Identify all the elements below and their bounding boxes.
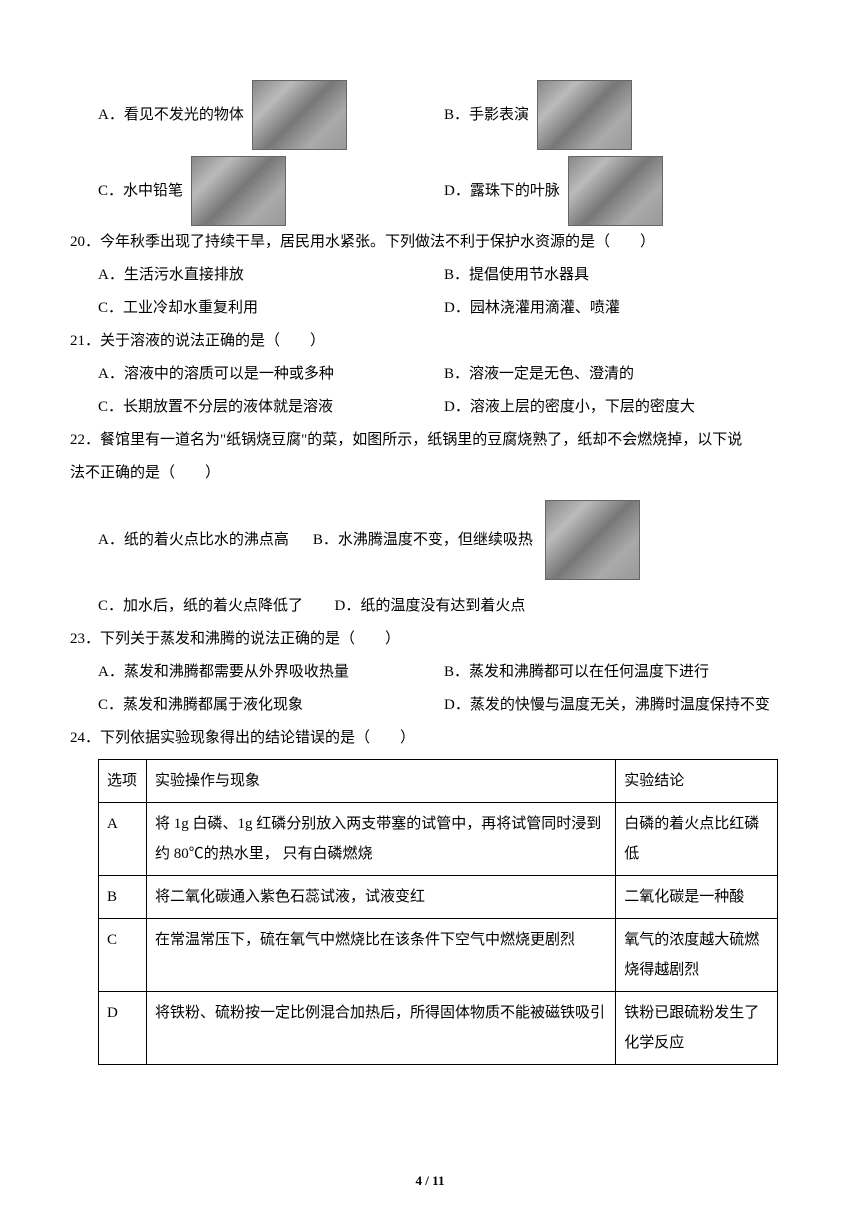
table-row: B 将二氧化碳通入紫色石蕊试液，试液变红 二氧化碳是一种酸 [99, 876, 778, 919]
q21-stem: 21．关于溶液的说法正确的是（ ） [70, 325, 790, 358]
q22-opt-a: A．纸的着火点比水的沸点高 [98, 524, 289, 557]
q20-opt-b: B．提倡使用节水器具 [444, 259, 589, 292]
q21-opt-b: B．溶液一定是无色、澄清的 [444, 358, 634, 391]
table-row: A 将 1g 白磷、1g 红磷分别放入两支带塞的试管中，再将试管同时浸到约 80… [99, 803, 778, 876]
q22-opt-b: B．水沸腾温度不变，但继续吸热 [313, 524, 533, 557]
table-header-row: 选项 实验操作与现象 实验结论 [99, 760, 778, 803]
q20-opt-c: C．工业冷却水重复利用 [98, 292, 258, 325]
q19-image-c [191, 156, 286, 226]
q23-stem: 23．下列关于蒸发和沸腾的说法正确的是（ ） [70, 623, 790, 656]
cell-opt: C [99, 919, 147, 992]
cell-phen: 在常温常压下，硫在氧气中燃烧比在该条件下空气中燃烧更剧烈 [146, 919, 615, 992]
q19-opt-b: B．手影表演 [444, 99, 529, 132]
q22-stem-1: 22．餐馆里有一道名为"纸锅烧豆腐"的菜，如图所示，纸锅里的豆腐烧熟了，纸却不会… [70, 424, 790, 457]
cell-opt: B [99, 876, 147, 919]
cell-conc: 白磷的着火点比红磷低 [616, 803, 778, 876]
page-number: 4 / 11 [0, 1167, 860, 1196]
q22-image [545, 500, 640, 580]
q19-opt-c: C．水中铅笔 [98, 175, 183, 208]
q22-opt-d: D．纸的温度没有达到着火点 [335, 598, 526, 614]
cell-phen: 将 1g 白磷、1g 红磷分别放入两支带塞的试管中，再将试管同时浸到约 80℃的… [146, 803, 615, 876]
q24-table: 选项 实验操作与现象 实验结论 A 将 1g 白磷、1g 红磷分别放入两支带塞的… [98, 759, 778, 1065]
q23-opt-c: C．蒸发和沸腾都属于液化现象 [98, 689, 303, 722]
th-option: 选项 [99, 760, 147, 803]
q21-opt-d: D．溶液上层的密度小，下层的密度大 [444, 391, 695, 424]
q23-opt-a: A．蒸发和沸腾都需要从外界吸收热量 [98, 656, 349, 689]
q19-row-2: C．水中铅笔 D．露珠下的叶脉 [70, 156, 790, 226]
q20-opt-d: D．园林浇灌用滴灌、喷灌 [444, 292, 620, 325]
q19-image-b [537, 80, 632, 150]
cell-conc: 氧气的浓度越大硫燃烧得越剧烈 [616, 919, 778, 992]
q20-stem: 20．今年秋季出现了持续干旱，居民用水紧张。下列做法不利于保护水资源的是（ ） [70, 226, 790, 259]
th-conclusion: 实验结论 [616, 760, 778, 803]
cell-phen: 将二氧化碳通入紫色石蕊试液，试液变红 [146, 876, 615, 919]
q19-opt-d: D．露珠下的叶脉 [444, 175, 560, 208]
table-row: D 将铁粉、硫粉按一定比例混合加热后，所得固体物质不能被磁铁吸引 铁粉已跟硫粉发… [99, 992, 778, 1065]
q23-opt-b: B．蒸发和沸腾都可以在任何温度下进行 [444, 656, 709, 689]
cell-phen: 将铁粉、硫粉按一定比例混合加热后，所得固体物质不能被磁铁吸引 [146, 992, 615, 1065]
q22-opt-c: C．加水后，纸的着火点降低了 [98, 598, 303, 614]
table-row: C 在常温常压下，硫在氧气中燃烧比在该条件下空气中燃烧更剧烈 氧气的浓度越大硫燃… [99, 919, 778, 992]
q19-opt-a: A．看见不发光的物体 [98, 99, 244, 132]
cell-conc: 铁粉已跟硫粉发生了化学反应 [616, 992, 778, 1065]
cell-opt: A [99, 803, 147, 876]
q22-row-1: A．纸的着火点比水的沸点高 B．水沸腾温度不变，但继续吸热 [70, 500, 790, 580]
q19-image-d [568, 156, 663, 226]
q22-stem-2: 法不正确的是（ ） [70, 457, 790, 490]
q24-stem: 24．下列依据实验现象得出的结论错误的是（ ） [70, 722, 790, 755]
q19-row-1: A．看见不发光的物体 B．手影表演 [70, 80, 790, 150]
q20-opt-a: A．生活污水直接排放 [98, 259, 244, 292]
cell-conc: 二氧化碳是一种酸 [616, 876, 778, 919]
cell-opt: D [99, 992, 147, 1065]
q21-opt-c: C．长期放置不分层的液体就是溶液 [98, 391, 333, 424]
th-phenomenon: 实验操作与现象 [146, 760, 615, 803]
q22-row-2: C．加水后，纸的着火点降低了 D．纸的温度没有达到着火点 [70, 590, 790, 623]
q21-opt-a: A．溶液中的溶质可以是一种或多种 [98, 358, 334, 391]
q23-opt-d: D．蒸发的快慢与温度无关，沸腾时温度保持不变 [444, 689, 770, 722]
q19-image-a [252, 80, 347, 150]
